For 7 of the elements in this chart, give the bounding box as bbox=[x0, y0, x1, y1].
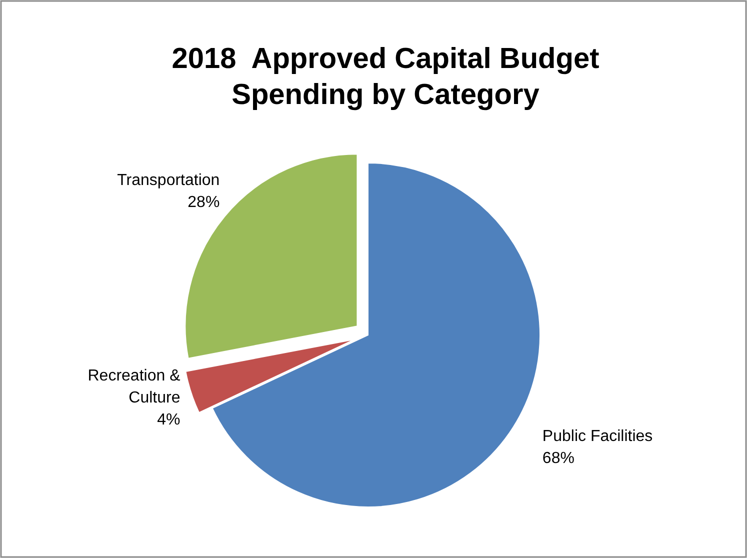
data-label: 4% bbox=[157, 412, 180, 428]
slice-label: Transportation bbox=[117, 172, 220, 189]
chart-title: 2018 Approved Capital Budget Spending by Category bbox=[172, 43, 600, 111]
data-label: 28% bbox=[188, 194, 220, 211]
slice-label: Recreation & Culture bbox=[88, 368, 181, 406]
slice-label: Public Facilities bbox=[542, 428, 653, 446]
data-label: 68% bbox=[542, 450, 574, 468]
